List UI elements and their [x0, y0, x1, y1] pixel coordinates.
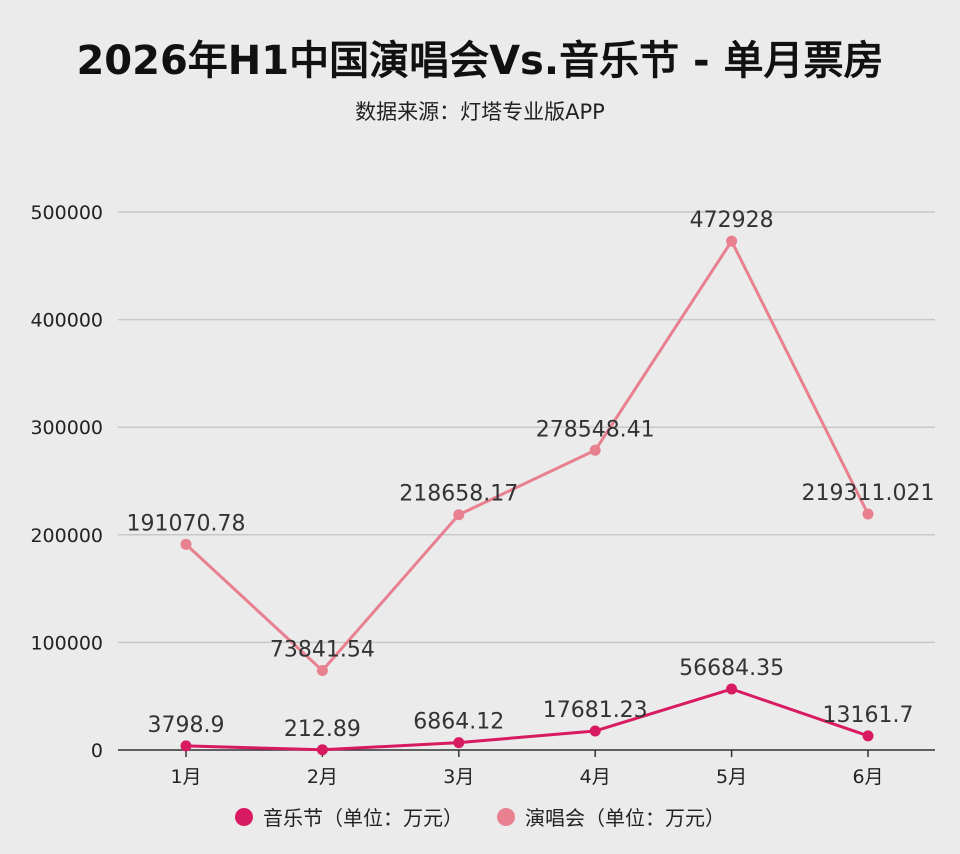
legend-label-music-festival: 音乐节（单位：万元） [263, 806, 463, 830]
y-tick-label: 100000 [30, 632, 103, 654]
data-point [316, 744, 328, 756]
y-tick-label: 0 [91, 740, 103, 762]
data-label: 218658.17 [399, 482, 518, 507]
legend-label-concert: 演唱会（单位：万元） [525, 806, 725, 830]
y-tick-label: 300000 [30, 417, 103, 439]
y-tick-label: 500000 [30, 202, 103, 224]
data-point [453, 737, 465, 749]
data-point [316, 665, 328, 677]
data-point [589, 444, 601, 456]
legend-marker-music-festival [235, 807, 253, 826]
x-tick-label: 6月 [852, 766, 883, 788]
y-tick-label: 400000 [30, 310, 103, 332]
data-point [589, 725, 601, 737]
x-tick-label: 1月 [170, 766, 201, 788]
data-label: 3798.9 [148, 713, 225, 738]
series-line [185, 687, 869, 752]
data-label: 191070.78 [127, 511, 246, 536]
data-label: 6864.12 [413, 710, 504, 735]
x-tick-label: 5月 [716, 766, 747, 788]
x-tick-label: 3月 [443, 766, 474, 788]
legend: 音乐节（单位：万元） 演唱会（单位：万元） [0, 802, 960, 831]
series-line [184, 239, 870, 673]
data-point [453, 509, 465, 521]
y-tick-label: 200000 [30, 525, 103, 547]
data-point [862, 508, 874, 520]
x-tick-label: 2月 [307, 766, 338, 788]
chart-subtitle: 数据来源：灯塔专业版APP [355, 100, 605, 124]
data-label: 472928 [690, 208, 774, 233]
data-label: 73841.54 [270, 638, 375, 663]
data-label: 13161.7 [823, 703, 914, 728]
data-label: 219311.021 [802, 481, 935, 506]
data-label: 278548.41 [536, 417, 655, 442]
chart-title: 2026年H1中国演唱会Vs.音乐节 - 单月票房 [76, 38, 884, 84]
legend-marker-concert [497, 807, 515, 826]
data-point [726, 235, 738, 247]
data-point [180, 740, 192, 752]
data-point [862, 730, 874, 742]
data-label: 56684.35 [679, 656, 784, 681]
x-tick-label: 4月 [580, 766, 611, 788]
legend-item-concert[interactable]: 演唱会（单位：万元） [497, 802, 725, 831]
legend-item-music-festival[interactable]: 音乐节（单位：万元） [235, 802, 463, 831]
data-point [180, 538, 192, 550]
data-label: 17681.23 [543, 698, 648, 723]
data-label: 212.89 [284, 717, 361, 742]
data-point [726, 683, 738, 695]
